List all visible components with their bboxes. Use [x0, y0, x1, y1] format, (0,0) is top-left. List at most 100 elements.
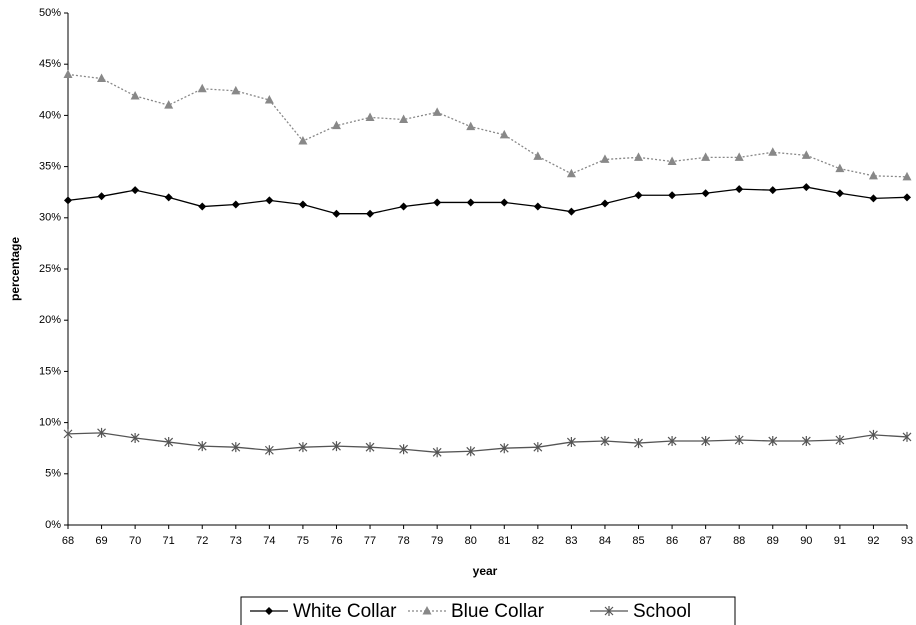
y-tick-label: 10% — [39, 417, 61, 429]
marker — [701, 436, 711, 447]
marker — [499, 443, 509, 454]
x-tick-label: 80 — [465, 535, 477, 547]
series-line — [67, 73, 908, 178]
x-tick-label: 69 — [95, 535, 107, 547]
x-tick-label: 85 — [632, 535, 644, 547]
marker — [768, 186, 777, 195]
y-axis-title: percentage — [8, 237, 22, 301]
x-tick-label: 91 — [834, 535, 846, 547]
x-tick-label: 86 — [666, 535, 678, 547]
marker — [768, 147, 778, 156]
marker — [130, 432, 140, 443]
marker — [600, 154, 610, 163]
marker — [264, 95, 274, 104]
marker — [331, 120, 341, 130]
x-tick-label: 76 — [330, 535, 342, 547]
marker — [164, 437, 174, 448]
x-tick-label: 77 — [364, 535, 376, 547]
marker — [197, 83, 207, 93]
marker — [600, 199, 609, 208]
marker — [198, 202, 207, 211]
marker — [298, 200, 307, 209]
legend-label: School — [633, 601, 691, 622]
marker — [399, 114, 409, 123]
x-tick-label: 81 — [498, 535, 510, 547]
x-tick-label: 83 — [565, 535, 577, 547]
marker — [366, 209, 375, 218]
marker — [801, 150, 811, 159]
legend-label: Blue Collar — [451, 601, 545, 622]
y-tick-label: 35% — [39, 161, 61, 173]
marker — [868, 170, 878, 180]
marker — [365, 112, 375, 121]
marker — [422, 606, 432, 615]
x-tick-label: 71 — [163, 535, 175, 547]
marker — [466, 121, 476, 131]
marker — [903, 193, 911, 202]
marker — [399, 202, 408, 211]
x-tick-label: 73 — [230, 535, 242, 547]
y-tick-label: 15% — [39, 365, 61, 377]
marker — [701, 189, 710, 198]
marker — [466, 446, 476, 457]
marker — [63, 428, 73, 439]
marker — [500, 198, 509, 207]
marker — [298, 442, 308, 453]
y-tick-label: 25% — [39, 263, 61, 275]
marker — [801, 436, 811, 447]
marker — [566, 437, 576, 448]
marker — [298, 136, 308, 145]
marker — [701, 152, 711, 161]
marker — [634, 438, 643, 449]
series-line — [67, 432, 908, 453]
marker — [768, 436, 778, 447]
marker — [332, 441, 341, 452]
marker — [399, 444, 409, 455]
marker — [835, 435, 845, 446]
marker — [667, 156, 677, 165]
marker — [197, 441, 207, 452]
legend-label: White Collar — [293, 601, 397, 622]
marker — [600, 436, 610, 447]
x-tick-label: 70 — [129, 535, 141, 547]
marker — [264, 445, 274, 456]
x-tick-label: 87 — [700, 535, 712, 547]
marker — [231, 442, 241, 453]
marker — [533, 202, 542, 211]
marker — [64, 196, 72, 205]
marker — [604, 606, 614, 616]
y-tick-label: 45% — [39, 58, 61, 70]
marker — [131, 186, 140, 195]
marker — [634, 152, 644, 161]
series-line — [67, 186, 908, 215]
y-tick-label: 5% — [45, 468, 61, 480]
marker — [164, 100, 174, 109]
marker — [567, 207, 576, 216]
marker — [533, 151, 543, 160]
x-tick-label: 88 — [733, 535, 745, 547]
marker — [734, 152, 744, 161]
x-tick-label: 72 — [196, 535, 208, 547]
marker — [668, 191, 677, 200]
y-tick-label: 0% — [45, 519, 61, 531]
marker — [533, 442, 543, 453]
x-tick-label: 84 — [599, 535, 611, 547]
marker — [869, 194, 878, 203]
marker — [265, 607, 273, 615]
x-tick-label: 90 — [800, 535, 812, 547]
marker — [231, 85, 241, 95]
marker — [869, 429, 878, 440]
marker — [499, 129, 509, 139]
marker — [265, 196, 274, 205]
x-tick-label: 74 — [263, 535, 275, 547]
y-tick-label: 50% — [39, 7, 61, 19]
marker — [902, 171, 912, 181]
marker — [97, 192, 106, 201]
x-tick-label: 68 — [62, 535, 74, 547]
x-tick-label: 75 — [297, 535, 309, 547]
marker — [231, 200, 240, 209]
y-tick-label: 40% — [39, 109, 61, 121]
marker — [432, 107, 442, 116]
marker — [97, 427, 106, 438]
